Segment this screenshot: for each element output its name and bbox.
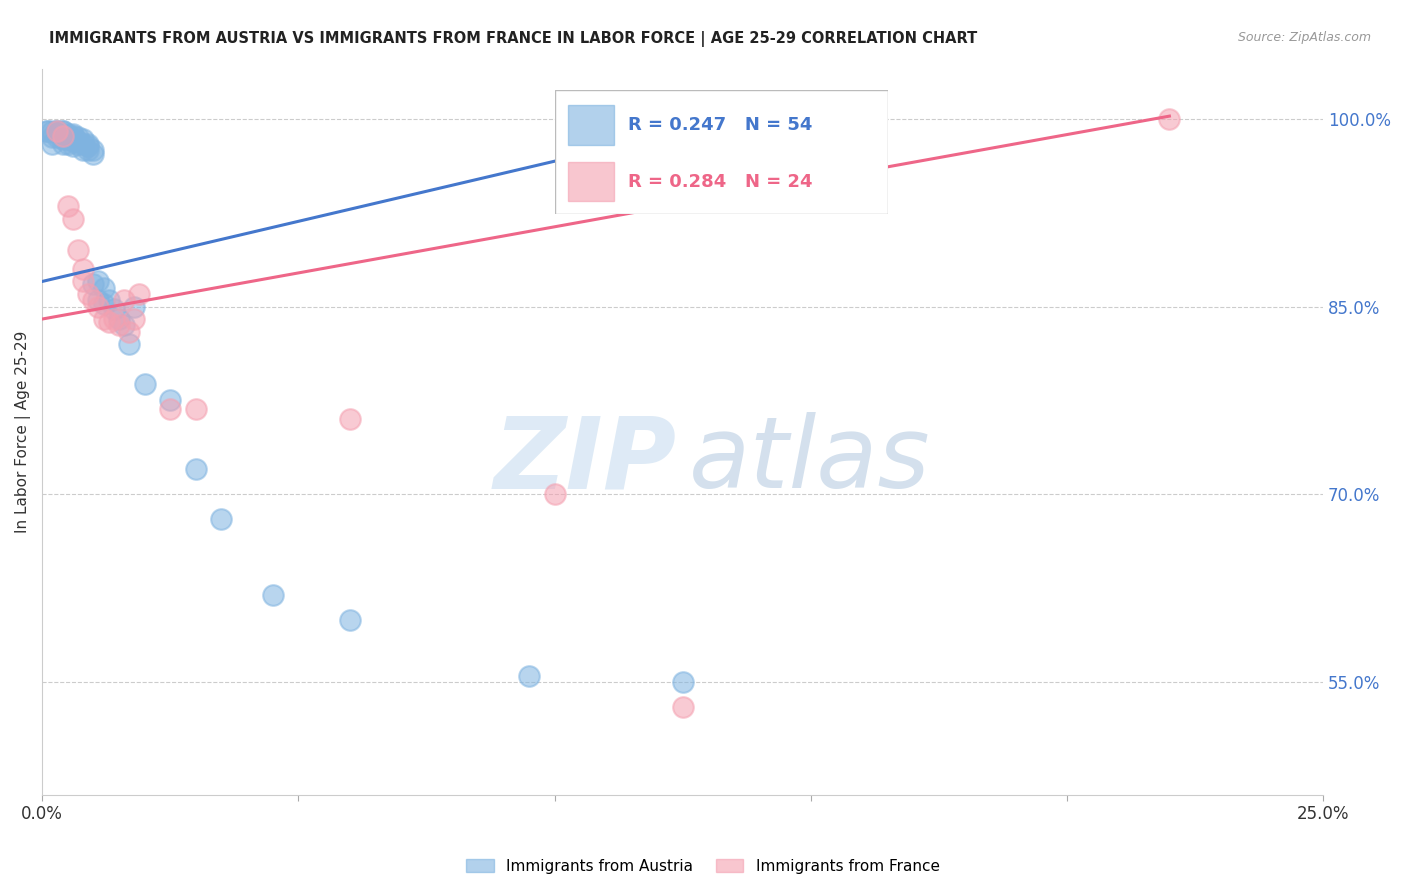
Text: IMMIGRANTS FROM AUSTRIA VS IMMIGRANTS FROM FRANCE IN LABOR FORCE | AGE 25-29 COR: IMMIGRANTS FROM AUSTRIA VS IMMIGRANTS FR… — [49, 31, 977, 47]
Point — [52, 124, 75, 138]
Point — [56, 136, 79, 151]
Point — [82, 143, 104, 157]
Point — [52, 127, 75, 141]
Point — [37, 124, 59, 138]
Point — [1159, 112, 1181, 126]
Point — [87, 275, 110, 289]
Point — [124, 312, 146, 326]
Point — [52, 131, 75, 145]
Point — [118, 337, 141, 351]
Point — [56, 199, 79, 213]
Point — [103, 312, 125, 326]
Point — [41, 124, 63, 138]
Point — [97, 293, 120, 308]
Point — [93, 281, 115, 295]
Text: ZIP: ZIP — [494, 412, 676, 509]
Point — [72, 136, 94, 151]
Point — [339, 412, 361, 426]
Point — [46, 130, 69, 145]
Legend: Immigrants from Austria, Immigrants from France: Immigrants from Austria, Immigrants from… — [460, 853, 946, 880]
Point — [46, 124, 69, 138]
Point — [82, 277, 104, 291]
Point — [52, 129, 75, 144]
Point — [56, 127, 79, 141]
Text: atlas: atlas — [689, 412, 931, 509]
Point — [103, 301, 125, 316]
Point — [112, 293, 135, 308]
Point — [72, 143, 94, 157]
Point — [46, 124, 69, 138]
Point — [108, 312, 131, 326]
Point — [108, 318, 131, 333]
Point — [672, 675, 695, 690]
Point — [66, 134, 89, 148]
Point — [66, 243, 89, 257]
Point — [52, 129, 75, 144]
Point — [77, 136, 100, 151]
Point — [184, 402, 207, 417]
Point — [82, 146, 104, 161]
Point — [77, 139, 100, 153]
Point — [184, 462, 207, 476]
Text: Source: ZipAtlas.com: Source: ZipAtlas.com — [1237, 31, 1371, 45]
Point — [72, 131, 94, 145]
Point — [46, 124, 69, 138]
Point — [672, 700, 695, 714]
Point — [62, 139, 84, 153]
Point — [37, 124, 59, 138]
Point — [87, 293, 110, 308]
Point — [72, 275, 94, 289]
Point — [77, 287, 100, 301]
Point — [517, 669, 540, 683]
Point — [97, 314, 120, 328]
Point — [62, 131, 84, 145]
Point — [77, 143, 100, 157]
Point — [62, 127, 84, 141]
Point — [62, 129, 84, 144]
Point — [543, 487, 565, 501]
Point — [62, 134, 84, 148]
Point — [82, 293, 104, 308]
Point — [56, 129, 79, 144]
Point — [112, 318, 135, 333]
Y-axis label: In Labor Force | Age 25-29: In Labor Force | Age 25-29 — [15, 331, 31, 533]
Point — [56, 131, 79, 145]
Point — [46, 127, 69, 141]
Point — [93, 312, 115, 326]
Point — [62, 211, 84, 226]
Point — [87, 300, 110, 314]
Point — [211, 512, 233, 526]
Point — [66, 130, 89, 145]
Point — [41, 130, 63, 145]
Point — [128, 287, 150, 301]
Point — [124, 300, 146, 314]
Point — [41, 136, 63, 151]
Point — [262, 588, 284, 602]
Point — [118, 325, 141, 339]
Point — [66, 136, 89, 151]
Point — [134, 377, 156, 392]
Point — [159, 393, 181, 408]
Point — [159, 402, 181, 417]
Point — [52, 124, 75, 138]
Point — [52, 136, 75, 151]
Point — [72, 262, 94, 277]
Point — [93, 297, 115, 311]
Point — [339, 613, 361, 627]
